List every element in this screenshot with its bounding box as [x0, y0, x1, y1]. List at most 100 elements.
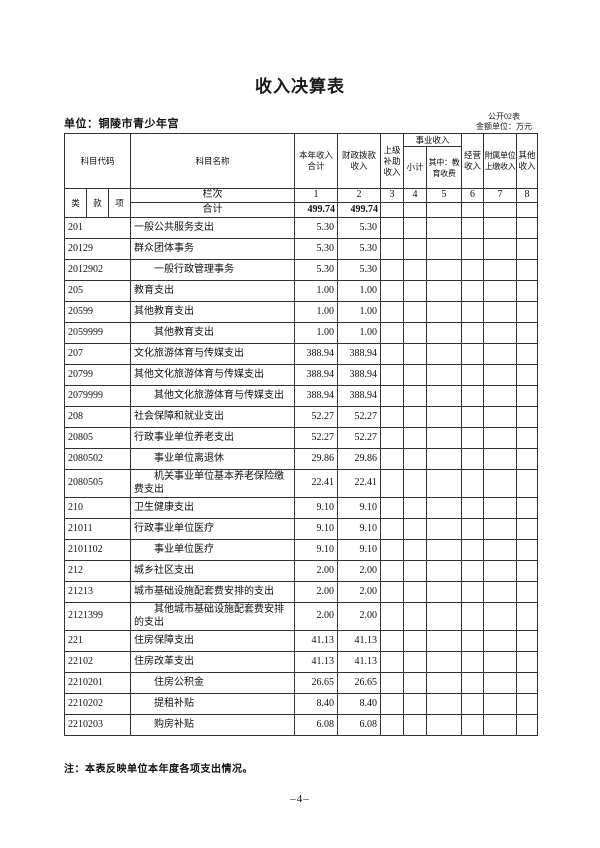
table-row: 2059999 其他教育支出 1.00 1.00 — [64, 322, 539, 344]
empty-cell — [403, 385, 427, 407]
header-business-subtotal: 小计 — [403, 146, 427, 189]
empty-cell — [425, 259, 463, 281]
total-income-cell: 52.27 — [294, 427, 338, 449]
table-code-label: 公开02表 — [488, 112, 520, 121]
empty-cell — [403, 518, 427, 540]
fiscal-income-cell: 29.86 — [337, 448, 381, 470]
footnote: 注：本表反映单位本年度各项支出情况。 — [64, 764, 253, 775]
subject-code-cell: 2210202 — [64, 693, 131, 715]
fiscal-income-cell: 2.00 — [337, 602, 381, 631]
empty-cell — [425, 672, 463, 694]
meta-right: 公开02表 金额单位：万元 — [476, 112, 532, 132]
empty-cell — [461, 581, 485, 603]
fiscal-income-cell: 2.00 — [337, 581, 381, 603]
total-income-cell: 41.13 — [294, 630, 338, 652]
table-row: 207 文化旅游体育与传媒支出 388.94 388.94 — [64, 343, 539, 365]
table-row: 2210203 购房补贴 6.08 6.08 — [64, 714, 539, 736]
empty-cell — [483, 672, 518, 694]
header-row-top: 科目代码 科目名称 本年收入合计 财政拨款收入 上级补助收入 事业收入 经营收入… — [64, 133, 539, 189]
empty-cell — [380, 714, 404, 736]
fiscal-income-cell: 388.94 — [337, 385, 381, 407]
empty-cell — [483, 238, 518, 260]
total-income-cell: 1.00 — [294, 301, 338, 323]
header-affiliated-unit-income: 附属单位上缴收入 — [483, 133, 518, 189]
subject-name-cell: 住房公积金 — [130, 672, 295, 694]
header-code-class: 类 — [64, 188, 87, 218]
empty-cell — [380, 406, 404, 428]
table-row: 2210201 住房公积金 26.65 26.65 — [64, 672, 539, 694]
table-row: 20129 群众团体事务 5.30 5.30 — [64, 238, 539, 260]
empty-cell — [403, 602, 427, 631]
empty-cell — [461, 217, 485, 239]
total-income-cell: 9.10 — [294, 497, 338, 519]
empty-cell — [461, 238, 485, 260]
empty-cell — [461, 560, 485, 582]
table-row: 2080505 机关事业单位基本养老保险缴费支出 22.41 22.41 — [64, 469, 539, 498]
empty-cell — [483, 427, 518, 449]
table-row: 2012902 一般行政管理事务 5.30 5.30 — [64, 259, 539, 281]
total-income-cell: 2.00 — [294, 602, 338, 631]
subject-name-cell: 其他教育支出 — [130, 301, 295, 323]
empty-cell — [380, 497, 404, 519]
subject-name-cell: 提租补贴 — [130, 693, 295, 715]
subject-name-cell: 事业单位离退休 — [130, 448, 295, 470]
header-subject-name: 科目名称 — [130, 133, 295, 189]
empty-cell — [425, 539, 463, 561]
empty-cell — [380, 364, 404, 386]
empty-cell — [483, 448, 518, 470]
header-total-income: 本年收入合计 — [294, 133, 338, 189]
table-row: 2080502 事业单位离退休 29.86 29.86 — [64, 448, 539, 470]
total-income-cell: 22.41 — [294, 469, 338, 498]
fiscal-income-cell: 6.08 — [337, 714, 381, 736]
table-row: 208 社会保障和就业支出 52.27 52.27 — [64, 406, 539, 428]
empty-cell — [461, 651, 485, 673]
subject-code-cell: 21213 — [64, 581, 131, 603]
empty-cell — [425, 322, 463, 344]
fiscal-income-cell: 5.30 — [337, 238, 381, 260]
empty-cell — [461, 385, 485, 407]
empty-cell — [403, 322, 427, 344]
empty-cell — [380, 385, 404, 407]
table-row: 2101102 事业单位医疗 9.10 9.10 — [64, 539, 539, 561]
page-number: –4– — [290, 793, 310, 805]
empty-cell — [461, 448, 485, 470]
total-income-cell: 1.00 — [294, 280, 338, 302]
empty-cell — [403, 301, 427, 323]
fiscal-income-cell: 388.94 — [337, 343, 381, 365]
subject-code-cell: 2080502 — [64, 448, 131, 470]
empty-cell — [380, 630, 404, 652]
subject-code-cell: 20129 — [64, 238, 131, 260]
column-number: 3 — [380, 188, 404, 203]
fiscal-income-cell: 1.00 — [337, 280, 381, 302]
subject-name-cell: 卫生健康支出 — [130, 497, 295, 519]
fiscal-income-cell: 9.10 — [337, 539, 381, 561]
empty-cell — [516, 217, 539, 239]
empty-cell — [425, 497, 463, 519]
empty-cell — [461, 280, 485, 302]
table-row: 21213 城市基础设施配套费安排的支出 2.00 2.00 — [64, 581, 539, 603]
total-income-cell: 41.13 — [294, 651, 338, 673]
empty-cell — [461, 301, 485, 323]
fiscal-income-cell: 9.10 — [337, 497, 381, 519]
total-income-cell: 388.94 — [294, 364, 338, 386]
header-business-education-fee: 其中：教育收费 — [425, 146, 463, 189]
subject-name-cell: 其他文化旅游体育与传媒支出 — [130, 385, 295, 407]
empty-cell — [403, 560, 427, 582]
empty-cell — [516, 469, 539, 498]
empty-cell — [483, 602, 518, 631]
empty-cell — [425, 581, 463, 603]
table-row: 2121399 其他城市基础设施配套费安排的支出 2.00 2.00 — [64, 602, 539, 631]
empty-cell — [516, 301, 539, 323]
empty-cell — [425, 469, 463, 498]
empty-cell — [483, 518, 518, 540]
empty-cell — [516, 322, 539, 344]
total-income-cell: 52.27 — [294, 406, 338, 428]
table-body: 201 一般公共服务支出 5.30 5.30 20129 群众团体事务 5.30 5.30 20… — [64, 217, 539, 736]
fiscal-income-cell: 9.10 — [337, 518, 381, 540]
unit-label: 单位：铜陵市青少年宫 — [64, 118, 179, 130]
total-income-cell: 9.10 — [294, 518, 338, 540]
empty-cell — [483, 259, 518, 281]
header-other-income: 其他收入 — [516, 133, 539, 189]
total-income-cell: 388.94 — [294, 343, 338, 365]
empty-cell — [461, 672, 485, 694]
